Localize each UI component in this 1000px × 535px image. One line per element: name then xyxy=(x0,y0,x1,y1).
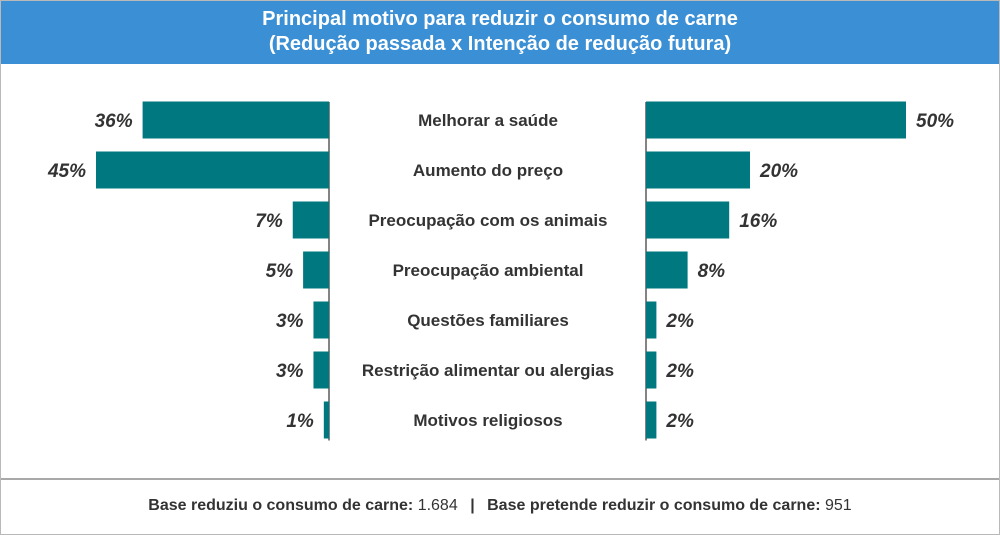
bar-left xyxy=(142,101,329,139)
bar-left xyxy=(292,201,329,239)
base-reduced-label: Base reduziu o consumo de carne: xyxy=(148,497,414,514)
bar-left-label: 36% xyxy=(95,111,133,132)
category-label: Preocupação com os animais xyxy=(368,211,607,230)
bar-right xyxy=(646,401,657,439)
bar-right-label: 20% xyxy=(759,161,798,182)
category-label: Questões familiares xyxy=(407,311,569,330)
category-label: Preocupação ambiental xyxy=(393,261,584,280)
bar-left xyxy=(313,301,329,339)
bar-right-label: 2% xyxy=(665,361,694,382)
category-label: Restrição alimentar ou alergias xyxy=(362,361,614,380)
bar-left xyxy=(303,251,329,289)
bar-right-label: 2% xyxy=(665,311,694,332)
bar-right-label: 8% xyxy=(698,261,726,282)
bar-left xyxy=(323,401,329,439)
category-label: Motivos religiosos xyxy=(413,411,562,430)
bar-left-label: 3% xyxy=(276,361,304,382)
bar-right xyxy=(646,251,688,289)
bar-right xyxy=(646,101,906,139)
base-intend-value: 951 xyxy=(825,497,852,514)
bar-left-label: 7% xyxy=(255,211,283,232)
bar-right xyxy=(646,301,657,339)
bar-left-label: 45% xyxy=(47,161,86,182)
category-label: Melhorar a saúde xyxy=(418,111,558,130)
footer-divider xyxy=(1,478,999,480)
butterfly-bar-chart: 36% 50% Melhorar a saúde 45% 20% Aumento do p… xyxy=(47,101,954,441)
bar-right-label: 50% xyxy=(916,111,954,132)
bar-right-label: 2% xyxy=(665,411,694,432)
bar-left xyxy=(96,151,329,189)
bar-left xyxy=(313,351,329,389)
chart-header: Principal motivo para reduzir o consumo … xyxy=(1,1,999,64)
bar-right xyxy=(646,201,730,239)
bar-right xyxy=(646,351,657,389)
category-label: Aumento do preço xyxy=(413,161,563,180)
chart-subtitle: (Redução passada x Intenção de redução f… xyxy=(268,33,732,55)
bar-left-label: 5% xyxy=(266,261,294,282)
bar-left-label: 1% xyxy=(286,411,314,432)
chart-title: Principal motivo para reduzir o consumo … xyxy=(262,8,738,30)
chart-footer: Base reduziu o consumo de carne: 1.684 |… xyxy=(1,480,999,534)
bar-right-label: 16% xyxy=(739,211,777,232)
bar-right xyxy=(646,151,750,189)
base-reduced-value: 1.684 xyxy=(417,497,458,514)
bar-left-label: 3% xyxy=(276,311,304,332)
base-intend-label: Base pretende reduzir o consumo de carne… xyxy=(487,497,821,514)
footer-separator: | xyxy=(470,497,475,514)
